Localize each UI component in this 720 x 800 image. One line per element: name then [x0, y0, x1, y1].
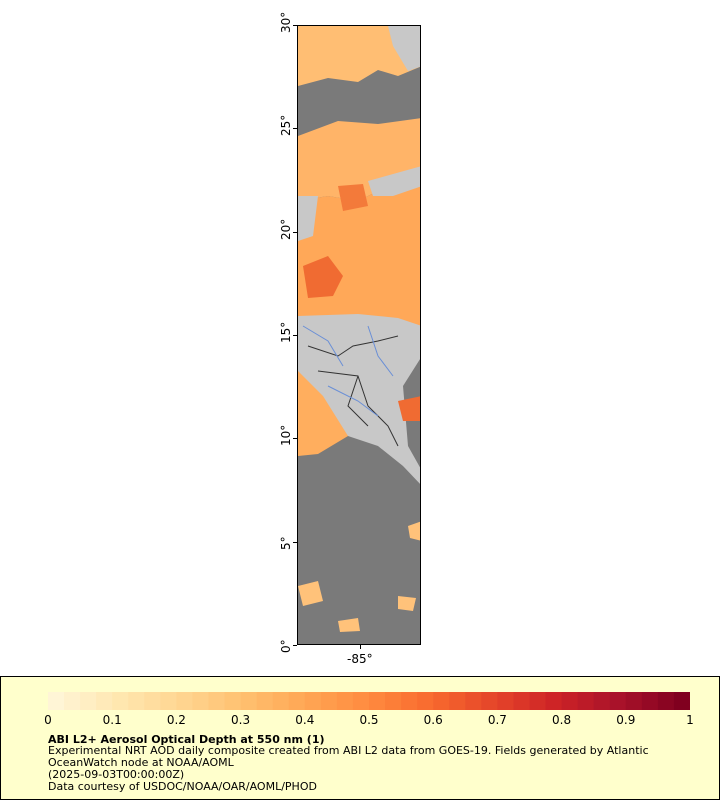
map-panel: [297, 25, 421, 645]
colorbar-segment: [673, 692, 690, 710]
colorbar-segment: [417, 692, 434, 710]
colorbar-segment: [48, 692, 65, 710]
latitude-tick-mark: [293, 231, 297, 233]
colorbar-segment: [609, 692, 627, 710]
colorbar-segment: [112, 692, 129, 710]
longitude-tick-label: -85°: [347, 652, 373, 666]
colorbar-segment: [80, 692, 97, 710]
latitude-tick-label: 0°: [279, 639, 293, 653]
colorbar-segment: [160, 692, 177, 710]
colorbar-tick-label: 0.5: [359, 713, 379, 727]
colorbar-segment: [240, 692, 258, 710]
colorbar-tick-label: 0.7: [487, 713, 507, 727]
colorbar-tick-label: 0: [44, 713, 52, 727]
colorbar-tick-label: 1: [686, 713, 694, 727]
colorbar-segment: [593, 692, 611, 710]
colorbar-segment: [144, 692, 161, 710]
colorbar-segment: [481, 692, 498, 710]
latitude-tick-label: 25°: [279, 115, 293, 137]
colorbar-tick-label: 0.4: [295, 713, 315, 727]
latitude-tick-label: 20°: [279, 218, 293, 240]
colorbar-tick-label: 0.6: [423, 713, 443, 727]
colorbar-segment: [625, 692, 643, 710]
colorbar-segment: [288, 692, 306, 710]
colorbar-segment: [465, 692, 482, 710]
latitude-tick-mark: [293, 438, 297, 440]
colorbar-segment: [545, 692, 563, 710]
legend-panel: 0 0.1 0.2 0.3 0.4 0.5 0.6 0.7 0.8 0.9 1 ABI L2+ Ae…: [0, 676, 720, 800]
rivers: [302, 325, 394, 417]
colorbar-segment: [513, 692, 530, 710]
aod-hotspot-2: [338, 184, 368, 211]
country-borders: [307, 335, 399, 447]
colorbar-tick-label: 0.2: [166, 713, 186, 727]
latitude-tick-mark: [293, 128, 297, 130]
aod-swath-pacific: [298, 371, 348, 456]
land-yucatan: [298, 196, 318, 241]
colorbar-segment: [192, 692, 209, 710]
latitude-tick-mark: [293, 541, 297, 543]
colorbar-tick-label: 0.3: [231, 713, 251, 727]
colorbar-segment: [128, 692, 145, 710]
colorbar-segment: [369, 692, 386, 710]
colorbar-segment: [320, 692, 338, 710]
land-cuba: [368, 166, 420, 196]
colorbar-segment: [657, 692, 675, 710]
aod-swath-caribbean: [398, 396, 420, 421]
latitude-tick-label: 10°: [279, 425, 293, 447]
colorbar-segment: [96, 692, 113, 710]
colorbar-segment: [304, 692, 322, 710]
latitude-tick-mark: [293, 25, 297, 26]
legend-title: ABI L2+ Aerosol Optical Depth at 550 nm …: [48, 733, 325, 746]
colorbar-segment: [224, 692, 242, 710]
colorbar-segment: [385, 692, 402, 710]
legend-description: Experimental NRT AOD daily composite cre…: [48, 744, 653, 769]
latitude-tick-label: 30°: [279, 11, 293, 33]
land-central-america: [298, 314, 420, 484]
colorbar-segment: [497, 692, 514, 710]
colorbar-segment: [64, 692, 81, 710]
colorbar-segment: [561, 692, 579, 710]
colorbar-segment: [352, 692, 370, 710]
latitude-tick-label: 15°: [279, 321, 293, 343]
colorbar-segment: [529, 692, 547, 710]
colorbar-segment: [176, 692, 193, 710]
colorbar-segment: [641, 692, 659, 710]
latitude-tick-mark: [293, 645, 297, 646]
colorbar-segment: [449, 692, 466, 710]
colorbar-segment: [272, 692, 290, 710]
colorbar-segment: [336, 692, 354, 710]
longitude-tick-mark: [360, 645, 361, 649]
colorbar: [48, 692, 690, 710]
colorbar-segment: [401, 692, 418, 710]
colorbar-tick-label: 0.8: [552, 713, 572, 727]
legend-credit: Data courtesy of USDOC/NOAA/OAR/AOML/PHO…: [48, 780, 317, 793]
colorbar-tick-label: 0.9: [616, 713, 636, 727]
aod-hotspot: [303, 256, 343, 298]
colorbar-tick-label: 0.1: [102, 713, 122, 727]
colorbar-segment: [208, 692, 226, 710]
colorbar-segment: [256, 692, 274, 710]
colorbar-segment: [577, 692, 595, 710]
latitude-tick-label: 5°: [279, 536, 293, 550]
latitude-tick-mark: [293, 335, 297, 336]
aod-south-patches: [298, 521, 420, 632]
aod-map: [298, 26, 420, 632]
legend-date: (2025-09-03T00:00:00Z): [48, 768, 185, 781]
colorbar-segment: [433, 692, 450, 710]
aod-swath-north: [298, 26, 420, 86]
land-yucatan-florida: [388, 26, 420, 71]
